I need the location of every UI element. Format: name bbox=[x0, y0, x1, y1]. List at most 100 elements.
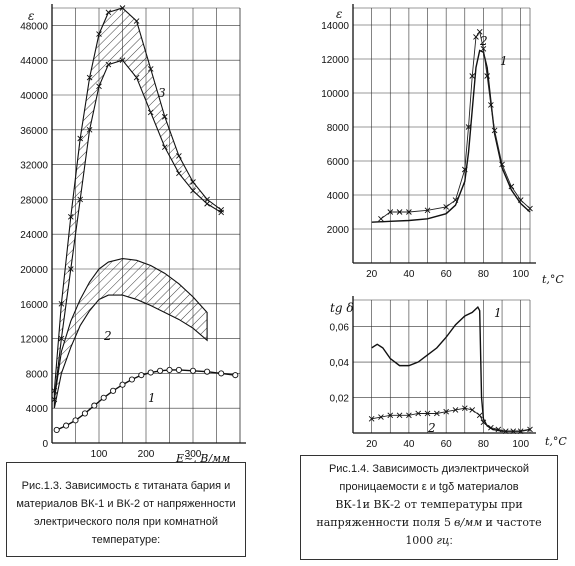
data-point-cross bbox=[396, 209, 403, 215]
data-point-cross bbox=[105, 9, 112, 16]
curve-label-1: 1 bbox=[500, 54, 508, 68]
data-point-cross bbox=[415, 410, 422, 417]
data-point-circle bbox=[189, 367, 197, 374]
x-tick-label: 60 bbox=[441, 439, 453, 450]
x-tick-label: 20 bbox=[366, 269, 378, 280]
chart1-series: 1 2 3 bbox=[51, 5, 239, 434]
data-point-cross bbox=[452, 197, 459, 203]
y-tick-label: 0,02 bbox=[330, 394, 350, 405]
data-point-cross bbox=[368, 415, 375, 422]
data-point-cross bbox=[469, 407, 476, 413]
data-point-cross bbox=[133, 18, 140, 24]
data-point-cross bbox=[58, 300, 65, 307]
data-point-cross bbox=[133, 74, 140, 81]
y-tick-label: 0 bbox=[42, 439, 48, 450]
y-tick-label: 4000 bbox=[327, 191, 350, 202]
series-line-2 bbox=[371, 407, 531, 432]
chart1-ylabel: ε bbox=[28, 9, 34, 23]
data-point-cross bbox=[147, 66, 154, 72]
data-point-cross bbox=[502, 428, 509, 435]
data-point-cross bbox=[86, 74, 93, 81]
data-point-cross bbox=[67, 266, 74, 272]
chart-permittivity-vs-field: 0 4000 8000 12000 16000 20000 24000 28000 32000 3… bbox=[20, 4, 246, 465]
y-tick-label: 14000 bbox=[321, 21, 349, 32]
caption-right-line4: 1000 bbox=[405, 534, 434, 547]
y-tick-label: 36000 bbox=[20, 126, 48, 137]
data-point-cross bbox=[119, 5, 126, 11]
y-tick-label: 12000 bbox=[321, 55, 349, 66]
caption-right-unit-frequency: гц bbox=[436, 534, 450, 547]
y-tick-label: 32000 bbox=[20, 161, 48, 172]
chart2-grid bbox=[352, 7, 531, 263]
data-point-cross bbox=[452, 407, 459, 413]
data-point-circle bbox=[147, 369, 154, 376]
data-point-cross bbox=[480, 45, 487, 52]
data-point-cross bbox=[105, 61, 112, 68]
caption-right-unit-field: в/мм bbox=[454, 516, 483, 529]
data-point-cross bbox=[86, 126, 93, 133]
data-point-circle bbox=[53, 426, 60, 434]
data-point-circle bbox=[138, 372, 145, 379]
y-tick-label: 44000 bbox=[20, 56, 48, 67]
data-point-cross bbox=[176, 170, 182, 177]
y-tick-label: 48000 bbox=[20, 21, 48, 32]
chart1-axes bbox=[51, 4, 246, 444]
data-point-circle bbox=[232, 372, 239, 379]
data-point-cross bbox=[508, 183, 515, 190]
data-point-cross bbox=[443, 204, 449, 210]
data-point-cross bbox=[204, 196, 210, 203]
x-tick-label: 40 bbox=[403, 269, 415, 280]
data-point-cross bbox=[387, 209, 394, 215]
data-point-cross bbox=[204, 200, 210, 207]
y-tick-label: 28000 bbox=[20, 195, 48, 206]
data-point-circle bbox=[119, 381, 126, 388]
x-tick-label: 200 bbox=[138, 449, 155, 460]
data-point-cross bbox=[51, 387, 58, 394]
chart3-xlabel: t,°C bbox=[545, 435, 567, 448]
chart2-tick-labels: 2000 4000 6000 8000 10000 12000 14000 20 40 60 80 1… bbox=[321, 21, 529, 280]
data-point-cross bbox=[469, 73, 476, 79]
caption-right-end: : bbox=[449, 535, 453, 547]
curve-label-3: 3 bbox=[158, 86, 166, 100]
x-tick-label: 80 bbox=[478, 269, 490, 280]
data-point-cross bbox=[218, 207, 225, 213]
data-point-cross bbox=[488, 102, 494, 108]
y-tick-label: 4000 bbox=[26, 404, 49, 415]
data-point-cross bbox=[58, 335, 65, 342]
curve-label-1: 1 bbox=[148, 391, 156, 405]
chart2-series: 12 bbox=[371, 28, 533, 223]
data-point-cross bbox=[527, 205, 533, 212]
caption-figure-1-4: Рис.1.4. Зависимость диэлектрической про… bbox=[300, 455, 558, 560]
data-point-cross bbox=[190, 187, 196, 194]
y-tick-label: 0,06 bbox=[330, 323, 350, 334]
data-point-cross bbox=[424, 410, 431, 417]
chart2-axes bbox=[352, 4, 536, 264]
y-tick-label: 2000 bbox=[327, 225, 350, 236]
data-point-circle bbox=[63, 422, 70, 429]
data-point-cross bbox=[484, 73, 490, 79]
data-point-cross bbox=[424, 207, 431, 214]
y-tick-label: 0,04 bbox=[330, 358, 350, 369]
data-point-cross bbox=[378, 215, 384, 222]
chart2-xlabel: t,°C bbox=[542, 273, 564, 286]
data-point-cross bbox=[119, 57, 126, 64]
curve-label-2: 2 bbox=[103, 329, 112, 343]
data-point-cross bbox=[434, 410, 440, 417]
caption-left-text: Рис.1.3. Зависимость ε титаната бария и … bbox=[16, 480, 236, 546]
x-tick-label: 60 bbox=[441, 269, 453, 280]
data-point-circle bbox=[218, 370, 225, 377]
data-point-cross bbox=[176, 153, 182, 159]
data-point-cross bbox=[161, 144, 168, 151]
data-point-cross bbox=[387, 412, 394, 419]
data-point-cross bbox=[77, 196, 84, 203]
data-point-circle bbox=[100, 394, 107, 401]
data-point-cross bbox=[473, 34, 479, 40]
series-line-2 bbox=[380, 30, 531, 220]
data-point-circle bbox=[204, 368, 211, 375]
data-point-cross bbox=[190, 179, 196, 185]
y-tick-label: 8000 bbox=[327, 123, 350, 134]
chart1-xlabel: E~, В/мм bbox=[175, 452, 230, 465]
data-point-cross bbox=[96, 31, 102, 37]
data-point-cross bbox=[465, 124, 472, 130]
